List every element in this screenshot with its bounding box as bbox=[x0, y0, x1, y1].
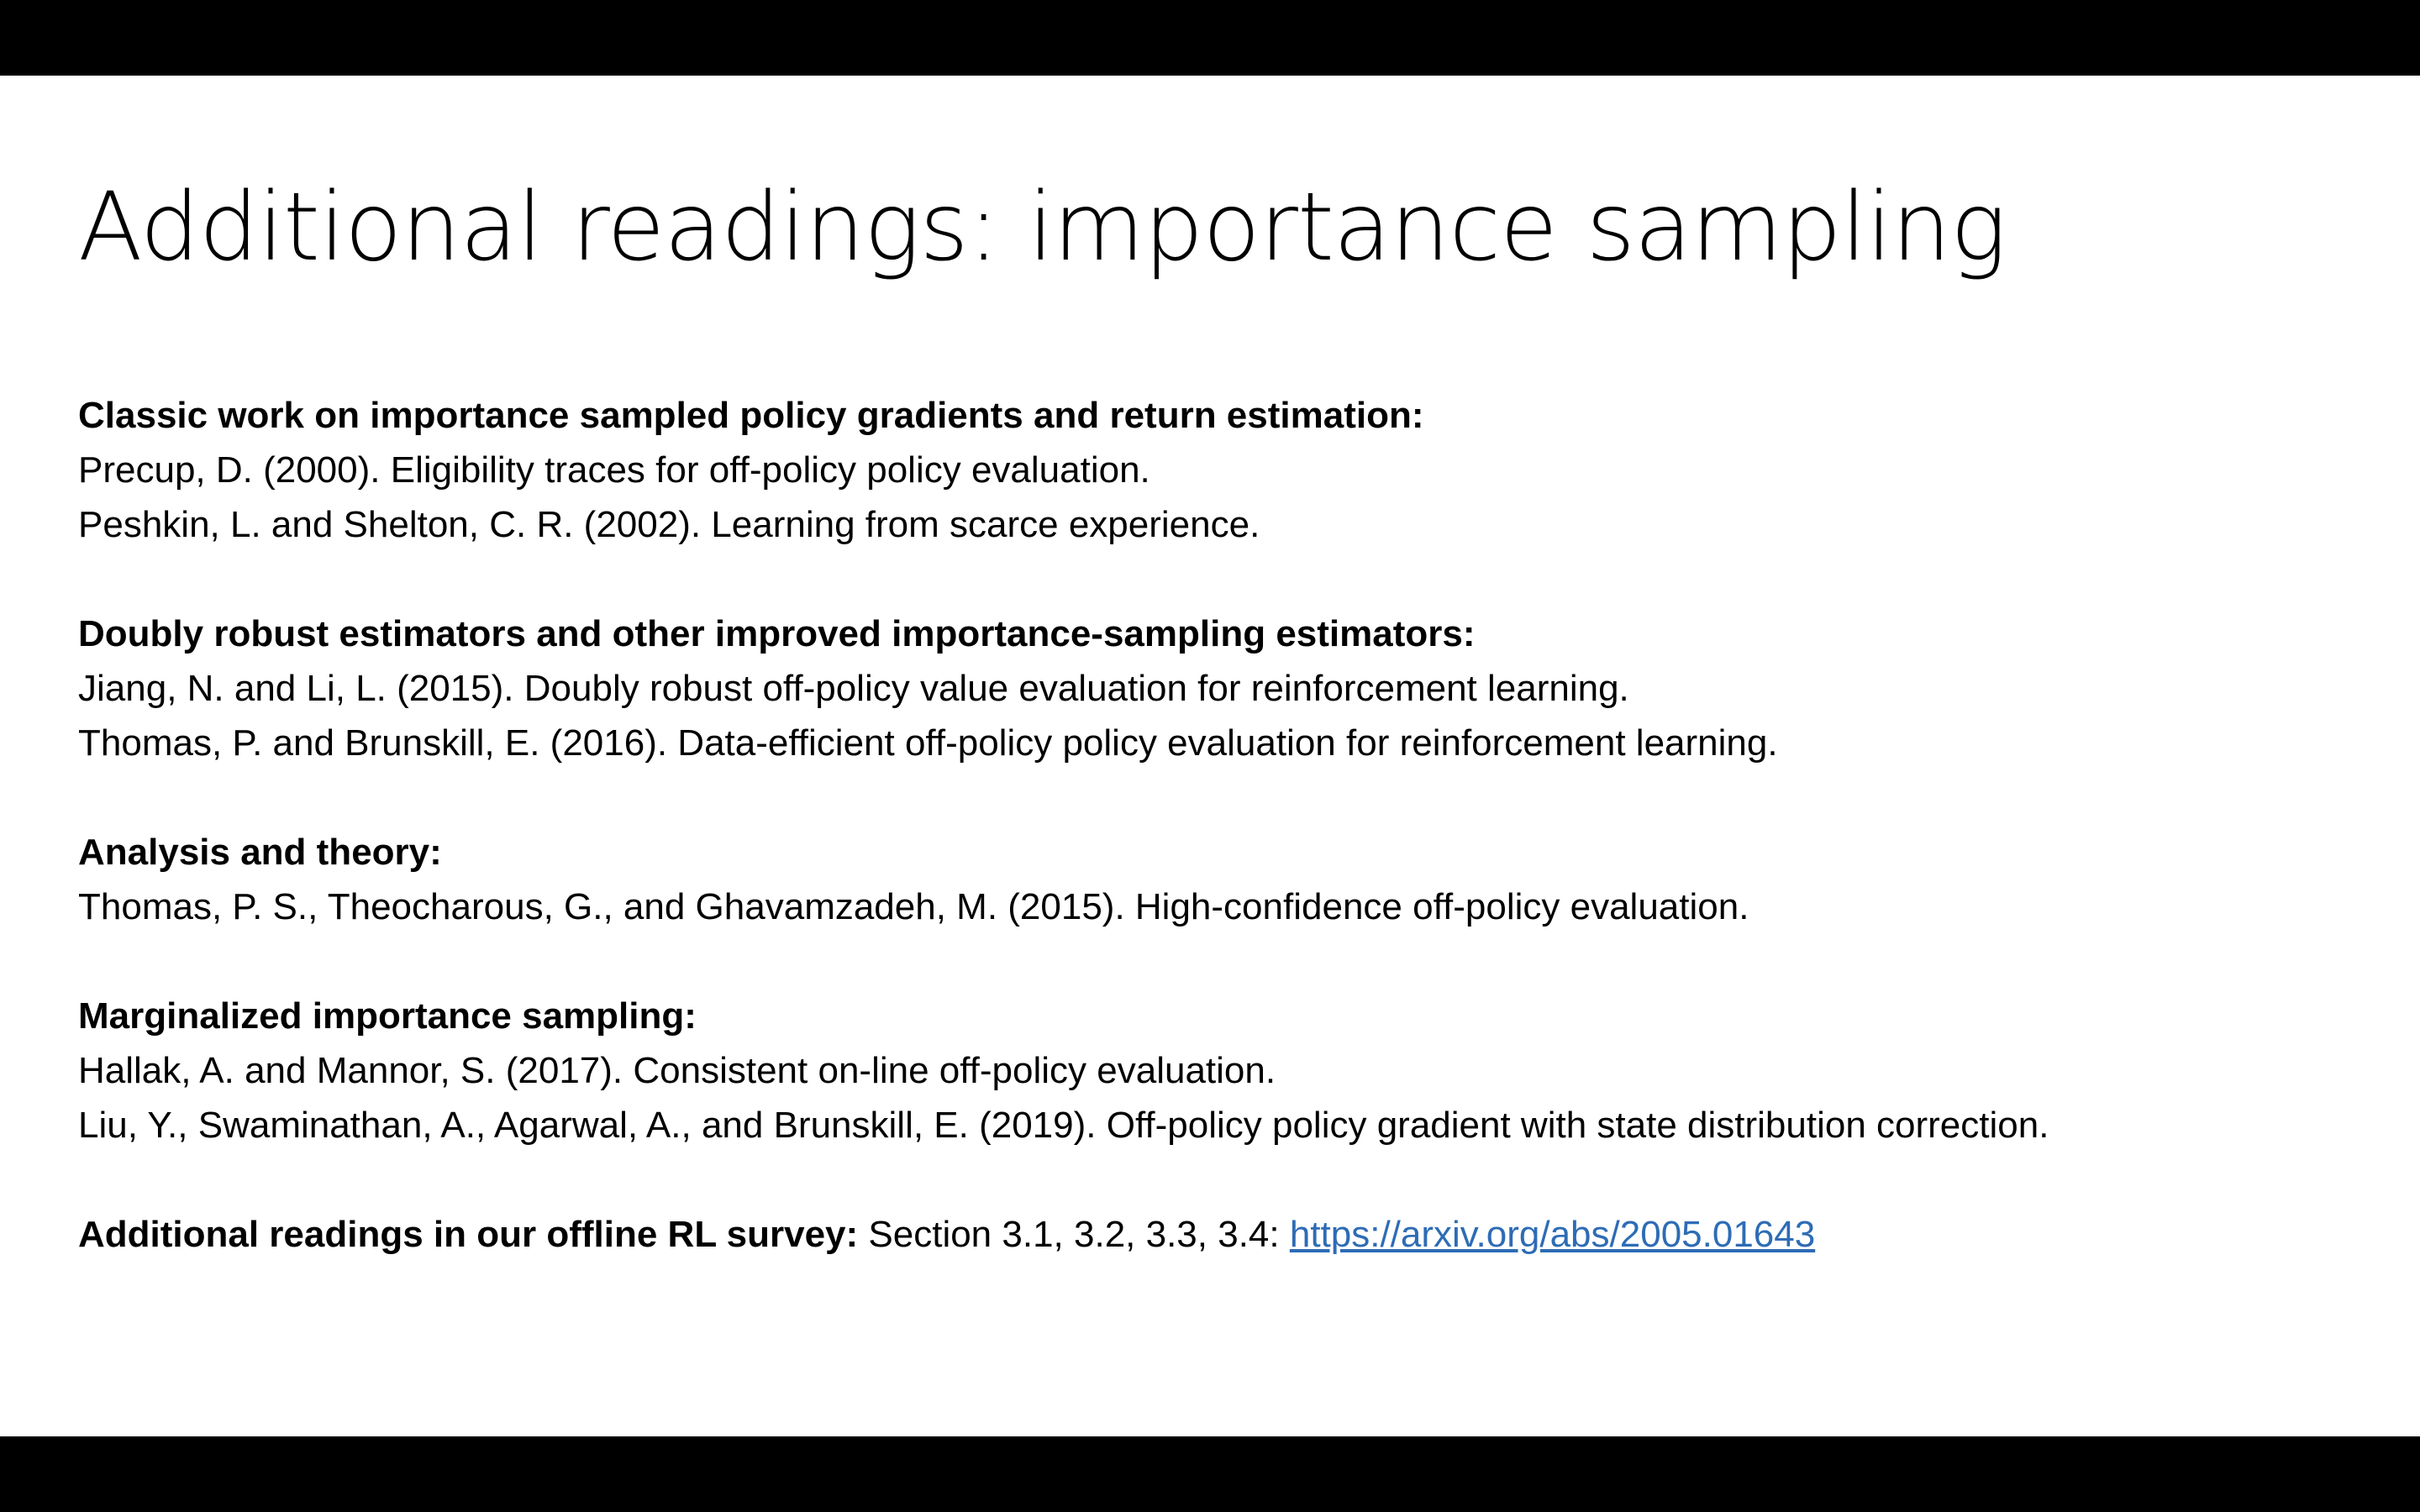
survey-label: Additional readings in our offline RL su… bbox=[78, 1214, 859, 1255]
section-classic-work: Classic work on importance sampled polic… bbox=[78, 388, 2347, 552]
survey-sections-text: Section 3.1, 3.2, 3.3, 3.4: bbox=[858, 1214, 1290, 1255]
survey-line: Additional readings in our offline RL su… bbox=[78, 1207, 2347, 1262]
section-marginalized-is: Marginalized importance sampling: Hallak… bbox=[78, 989, 2347, 1152]
slide-body: Classic work on importance sampled polic… bbox=[78, 388, 2347, 1316]
section-survey: Additional readings in our offline RL su… bbox=[78, 1207, 2347, 1262]
reference-item: Precup, D. (2000). Eligibility traces fo… bbox=[78, 449, 1150, 491]
reference-item: Peshkin, L. and Shelton, C. R. (2002). L… bbox=[78, 504, 1260, 545]
section-heading: Classic work on importance sampled polic… bbox=[78, 395, 1424, 436]
slide: Additional readings: importance sampling… bbox=[0, 76, 2420, 1436]
reference-item: Thomas, P. and Brunskill, E. (2016). Dat… bbox=[78, 722, 1778, 764]
reference-item: Jiang, N. and Li, L. (2015). Doubly robu… bbox=[78, 668, 1629, 709]
section-heading: Marginalized importance sampling: bbox=[78, 995, 697, 1037]
reference-item: Thomas, P. S., Theocharous, G., and Ghav… bbox=[78, 886, 1749, 927]
section-doubly-robust: Doubly robust estimators and other impro… bbox=[78, 606, 2347, 770]
reference-item: Hallak, A. and Mannor, S. (2017). Consis… bbox=[78, 1050, 1276, 1091]
survey-link[interactable]: https://arxiv.org/abs/2005.01643 bbox=[1289, 1214, 1816, 1255]
section-heading: Analysis and theory: bbox=[78, 832, 442, 873]
section-analysis-theory: Analysis and theory: Thomas, P. S., Theo… bbox=[78, 825, 2347, 934]
letterbox-top bbox=[0, 0, 2420, 76]
letterbox-bottom bbox=[0, 1436, 2420, 1512]
reference-item: Liu, Y., Swaminathan, A., Agarwal, A., a… bbox=[78, 1105, 2049, 1146]
slide-title: Additional readings: importance sampling bbox=[78, 173, 2007, 282]
section-heading: Doubly robust estimators and other impro… bbox=[78, 613, 1476, 654]
